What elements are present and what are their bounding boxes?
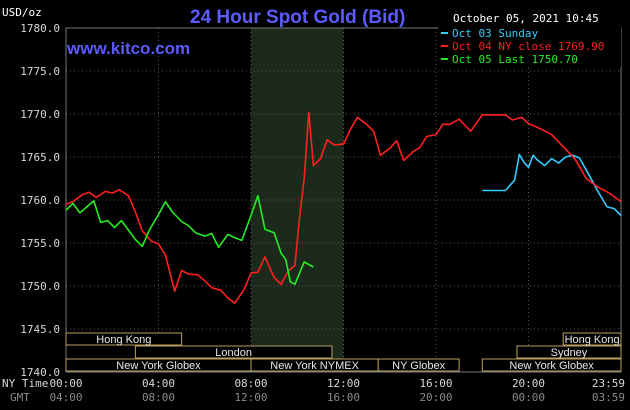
session-box xyxy=(377,358,460,372)
website-link[interactable]: www.kitco.com xyxy=(66,39,190,58)
session-label: Hong Kong xyxy=(96,334,151,346)
series-line-1 xyxy=(65,111,622,304)
x-tick-label-ny: 20:00 xyxy=(512,377,545,390)
y-tick-label: 1780.0 xyxy=(20,22,60,35)
plot-frame xyxy=(65,27,622,373)
ny-session-highlight-band xyxy=(251,28,344,372)
x-axis-ticks: 00:0004:0004:0008:0008:0012:0012:0016:00… xyxy=(49,377,625,404)
x-tick-label-ny: 08:00 xyxy=(234,377,267,390)
x-tick-label-gmt: 03:59 xyxy=(592,391,625,404)
series-lines xyxy=(65,111,622,304)
session-label: New York Globex xyxy=(509,360,594,372)
legend-box xyxy=(438,27,621,67)
session-label: New York NYMEX xyxy=(270,360,359,372)
timestamp: October 05, 2021 10:45 xyxy=(453,12,599,25)
session-label: New York Globex xyxy=(116,360,201,372)
chart-title: 24 Hour Spot Gold (Bid) xyxy=(190,7,405,28)
gmt-label: GMT xyxy=(10,391,30,404)
x-tick-label-gmt: 20:00 xyxy=(419,391,452,404)
session-label: NY Globex xyxy=(392,360,445,372)
x-tick-label-gmt: 00:00 xyxy=(512,391,545,404)
session-box xyxy=(516,345,622,359)
series-line-2 xyxy=(65,194,314,286)
session-box xyxy=(562,332,622,346)
y-tick-label: 1740.0 xyxy=(20,366,60,379)
y-tick-label: 1755.0 xyxy=(20,237,60,250)
session-box xyxy=(65,332,183,346)
session-label: Hong Kong xyxy=(565,334,620,346)
x-tick-label-gmt: 12:00 xyxy=(234,391,267,404)
session-label: Sydney xyxy=(551,347,588,359)
series-line-0 xyxy=(482,153,622,217)
legend-entry: Oct 03 Sunday xyxy=(452,27,538,40)
x-tick-label-gmt: 04:00 xyxy=(49,391,82,404)
y-tick-label: 1775.0 xyxy=(20,65,60,78)
x-tick-label-ny: 04:00 xyxy=(142,377,175,390)
x-tick-label-ny: 16:00 xyxy=(419,377,452,390)
x-tick-label-gmt: 16:00 xyxy=(327,391,360,404)
legend-entry: Oct 04 NY close 1769.90 xyxy=(452,40,604,53)
y-tick-label: 1745.0 xyxy=(20,323,60,336)
session-label: London xyxy=(215,347,252,359)
y-axis-ticks: 1740.0 1745.0 1750.0 1755.0 1760.0 1765.0 1770… xyxy=(20,22,60,379)
y-tick-label: 1770.0 xyxy=(20,108,60,121)
y-axis-units: USD/oz xyxy=(2,6,42,19)
session-box xyxy=(134,345,333,359)
session-box xyxy=(481,358,622,372)
y-tick-label: 1765.0 xyxy=(20,151,60,164)
ny-time-label: NY Time xyxy=(2,377,48,390)
y-tick-label: 1760.0 xyxy=(20,194,60,207)
x-tick-label-gmt: 08:00 xyxy=(142,391,175,404)
y-tick-label: 1750.0 xyxy=(20,280,60,293)
legend-entry: Oct 05 Last 1750.70 xyxy=(452,53,578,66)
x-tick-label-ny: 23:59 xyxy=(592,377,625,390)
x-tick-label-ny: 00:00 xyxy=(49,377,82,390)
x-tick-label-ny: 12:00 xyxy=(327,377,360,390)
